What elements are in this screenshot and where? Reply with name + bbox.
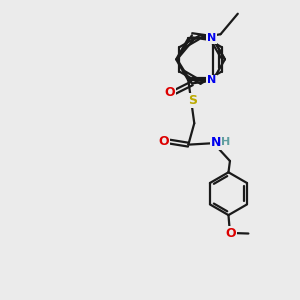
Text: O: O bbox=[164, 85, 175, 99]
Text: H: H bbox=[221, 137, 231, 147]
Text: N: N bbox=[207, 76, 216, 85]
Text: O: O bbox=[159, 135, 169, 148]
Text: S: S bbox=[188, 94, 197, 107]
Text: N: N bbox=[207, 33, 216, 43]
Text: N: N bbox=[211, 136, 221, 149]
Text: O: O bbox=[226, 227, 236, 240]
